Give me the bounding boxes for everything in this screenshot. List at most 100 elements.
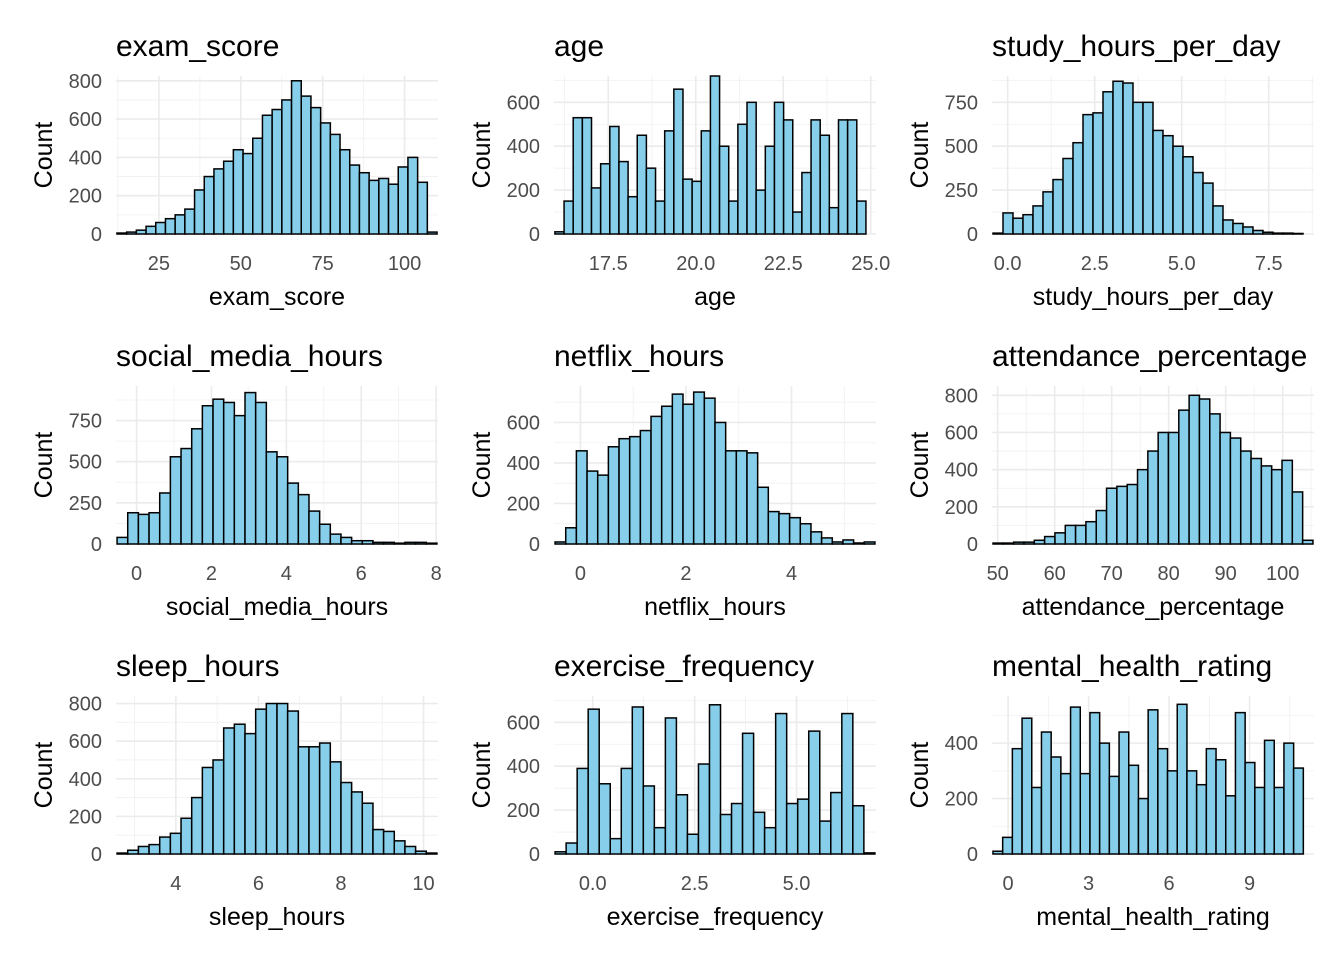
- study-hours-per-day-y-tick-label: 0: [967, 224, 978, 246]
- study-hours-per-day-bar: [1272, 232, 1284, 235]
- sleep-hours-y-tick-label: 0: [91, 844, 102, 866]
- mental-health-rating-bar: [1137, 797, 1149, 855]
- exercise-frequency-bar: [830, 791, 843, 855]
- mental-health-rating-bar: [1244, 761, 1256, 855]
- netflix-hours-y-tick-label: 600: [507, 412, 540, 434]
- sleep-hours-panel-title: sleep_hours: [116, 650, 279, 683]
- exam-score-bar: [164, 217, 176, 235]
- mental-health-rating-bar: [1118, 731, 1130, 855]
- netflix-hours-bar: [714, 421, 727, 545]
- netflix-hours-y-tick-label: 200: [507, 493, 540, 515]
- exercise-frequency-panel-title: exercise_frequency: [554, 650, 814, 683]
- netflix-hours-bar: [810, 531, 823, 545]
- exam-score-y-tick-label: 200: [69, 186, 102, 208]
- study-hours-per-day-x-tick-label: 0.0: [994, 253, 1022, 275]
- attendance-percentage-bar: [1147, 450, 1159, 545]
- mental-health-rating-bar: [1234, 711, 1246, 855]
- sleep-hours-bar: [116, 852, 129, 855]
- mental-health-rating-bar: [1157, 747, 1169, 855]
- mental-health-rating-panel-title: mental_health_rating: [992, 650, 1272, 683]
- mental-health-rating-bar: [1195, 783, 1208, 855]
- attendance-percentage-panel-title: attendance_percentage: [992, 340, 1307, 373]
- sleep-hours-bar: [382, 830, 396, 855]
- mental-health-rating-bar: [1273, 786, 1285, 855]
- exam-score-bar: [261, 114, 273, 235]
- study-hours-per-day-bar: [1212, 205, 1224, 235]
- exercise-frequency-bar: [675, 794, 689, 855]
- age-y-tick-label: 200: [507, 180, 540, 202]
- study-hours-per-day-bar: [1222, 219, 1234, 235]
- mental-health-rating-bar: [1186, 770, 1198, 855]
- netflix-hours-y-tick-label: 400: [507, 453, 540, 475]
- exercise-frequency-bar: [620, 767, 634, 855]
- sleep-hours-bar: [318, 742, 332, 855]
- mental-health-rating-bar: [1205, 747, 1217, 855]
- age-bar: [764, 145, 776, 235]
- exercise-frequency-bar: [631, 706, 645, 855]
- netflix-hours-bar: [820, 537, 834, 545]
- social-media-hours-bar: [116, 536, 129, 545]
- attendance-percentage-y-tick-label: 600: [945, 422, 978, 444]
- study-hours-per-day-bar: [1042, 191, 1054, 235]
- attendance-percentage-bar: [1054, 532, 1067, 545]
- social-media-hours-bar: [308, 510, 321, 545]
- age-bar: [773, 101, 785, 235]
- attendance-percentage-bar: [1074, 524, 1087, 545]
- sleep-hours-bar: [286, 710, 300, 855]
- netflix-hours-panel: 0 2 4 0 200 400 600 netflix_hours netflix_hours C…: [468, 340, 876, 621]
- exercise-frequency-bar: [565, 842, 578, 855]
- attendance-percentage-x-tick-label: 80: [1158, 563, 1180, 585]
- study-hours-per-day-bar: [1112, 80, 1124, 235]
- age-bar: [682, 178, 693, 235]
- exercise-frequency-bar: [554, 851, 567, 855]
- exam-score-x-axis-label: exam_score: [209, 283, 345, 311]
- mental-health-rating-bar: [1079, 772, 1091, 855]
- netflix-hours-bar: [767, 510, 780, 545]
- study-hours-per-day-y-tick-label: 250: [945, 180, 978, 202]
- mental-health-rating-x-tick-label: 3: [1083, 873, 1094, 895]
- mental-health-rating-x-tick-label: 9: [1244, 873, 1255, 895]
- exam-score-bar: [368, 179, 380, 235]
- exercise-frequency-bar: [642, 785, 656, 855]
- social-media-hours-bar: [265, 451, 278, 545]
- exercise-frequency-x-tick-label: 5.0: [783, 873, 811, 895]
- netflix-hours-x-tick-label: 4: [786, 563, 797, 585]
- social-media-hours-bar: [190, 428, 204, 545]
- attendance-percentage-x-tick-label: 70: [1101, 563, 1123, 585]
- sleep-hours-bar: [308, 746, 321, 855]
- mental-health-rating-x-tick-label: 6: [1164, 873, 1175, 895]
- study-hours-per-day-panel-title: study_hours_per_day: [992, 30, 1281, 63]
- mental-health-rating-y-tick-label: 200: [945, 789, 978, 811]
- exam-score-bar: [252, 137, 264, 235]
- exam-score-bar: [397, 166, 409, 235]
- social-media-hours-bar: [414, 541, 428, 545]
- age-bar: [828, 206, 840, 235]
- exam-score-panel: 25 50 75 100 0 200 400 600 800 exam_score exam_sco…: [30, 30, 438, 311]
- attendance-percentage-bar: [1095, 509, 1108, 545]
- age-bar: [627, 195, 638, 235]
- exercise-frequency-y-tick-label: 600: [507, 712, 540, 734]
- social-media-hours-bar: [180, 447, 193, 545]
- study-hours-per-day-bar: [1072, 141, 1084, 235]
- netflix-hours-bar: [778, 512, 791, 545]
- social-media-hours-x-tick-label: 8: [431, 563, 442, 585]
- exercise-frequency-panel: 0.0 2.5 5.00200400600exercise_frequencyexe…: [468, 650, 876, 931]
- social-media-hours-bar: [254, 401, 268, 545]
- social-media-hours-panel-title: social_media_hours: [116, 340, 383, 373]
- sleep-hours-bar: [265, 702, 278, 855]
- study-hours-per-day-bar: [1082, 113, 1094, 235]
- social-media-hours-bar: [425, 542, 438, 545]
- sleep-hours-bar: [169, 832, 182, 855]
- exam-score-y-tick-label: 600: [69, 109, 102, 131]
- social-media-hours-bar: [169, 456, 182, 545]
- exercise-frequency-bar: [719, 813, 733, 855]
- sleep-hours-bar: [158, 836, 172, 855]
- exam-score-bar: [125, 231, 138, 235]
- age-bar: [673, 88, 684, 235]
- netflix-hours-bar: [660, 405, 674, 545]
- study-hours-per-day-bar: [1132, 101, 1144, 235]
- exercise-frequency-y-tick-label: 0: [529, 844, 540, 866]
- netflix-hours-bar: [756, 486, 770, 545]
